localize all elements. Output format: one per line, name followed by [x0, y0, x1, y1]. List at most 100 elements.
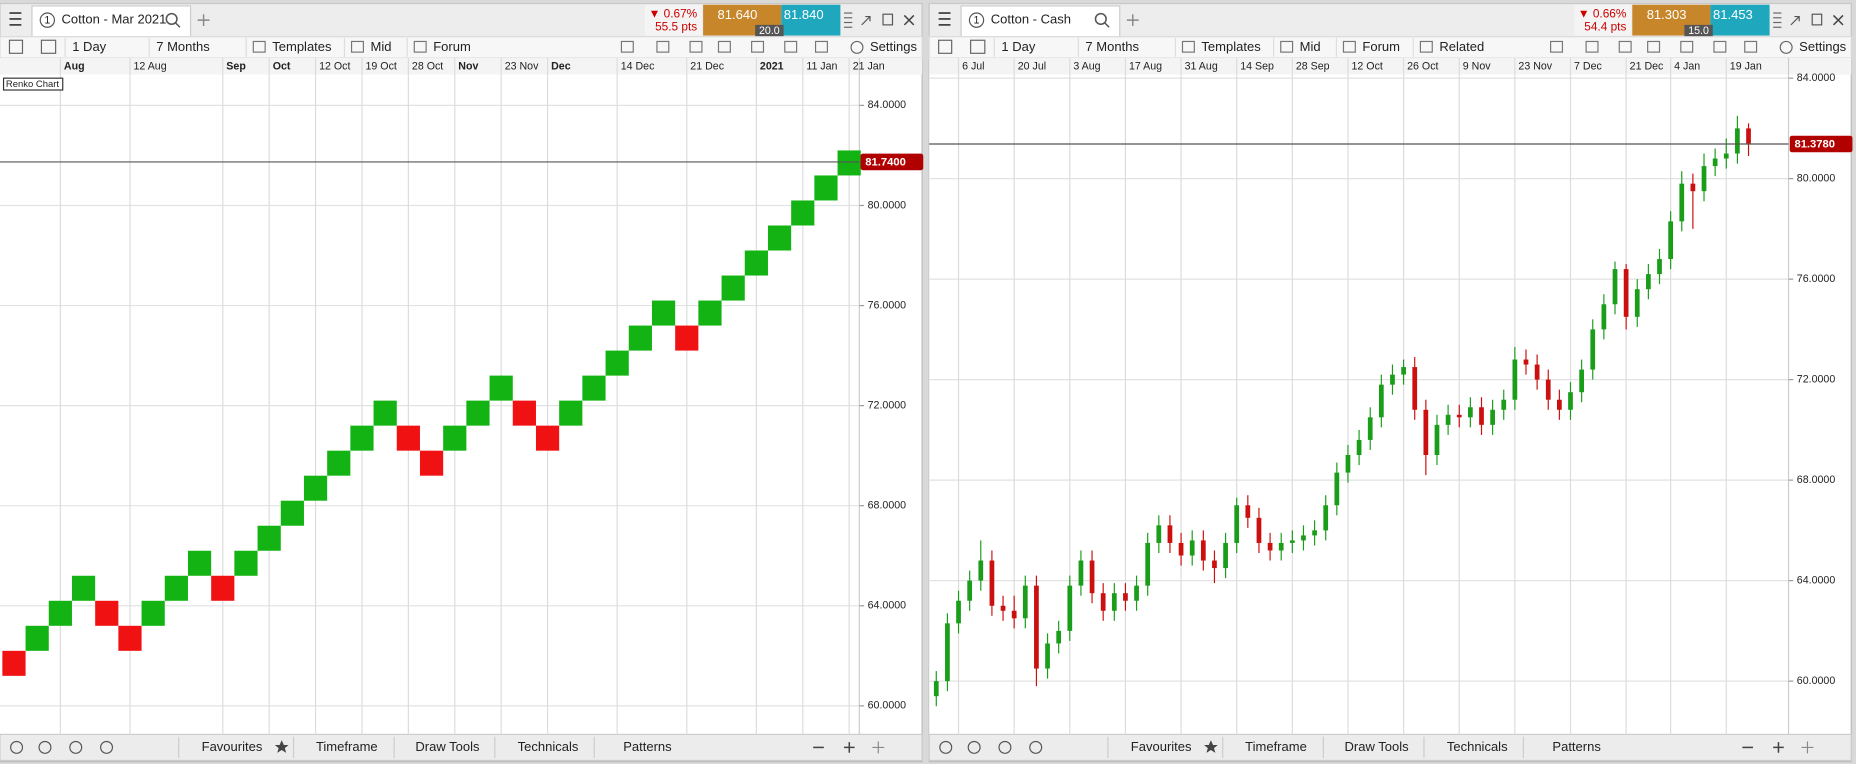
bottom-tab[interactable]: Favourites [1131, 739, 1192, 754]
settings-icon[interactable] [850, 40, 864, 54]
tool-icon[interactable] [784, 40, 798, 53]
toolbar-item[interactable]: 1 Day [72, 39, 106, 54]
panel: 1 Cotton - Mar 2021 ▼ 0.67%55.5 pts 81.640 8… [0, 2, 924, 763]
ask-box[interactable] [781, 4, 841, 36]
quote-points: 54.4 pts [1584, 19, 1626, 33]
settings-icon[interactable] [1779, 40, 1793, 54]
bottom-tab[interactable]: Draw Tools [415, 739, 480, 754]
add-tab[interactable] [197, 14, 210, 27]
ask-box[interactable] [1710, 4, 1770, 36]
toolbar-icon [252, 40, 266, 53]
search-icon[interactable] [1094, 12, 1107, 26]
candle-body [989, 560, 995, 606]
close-icon[interactable] [1832, 14, 1844, 26]
tool-icon[interactable] [1680, 40, 1694, 53]
y-tick-label: 60.0000 [868, 700, 907, 712]
toolbar-item[interactable]: 7 Months [1085, 39, 1139, 54]
tool-icon[interactable] [1713, 40, 1727, 53]
renko-brick [628, 325, 652, 351]
crosshair[interactable] [1801, 741, 1814, 754]
candle-body [1123, 593, 1128, 601]
crosshair[interactable] [872, 741, 885, 754]
list-icon[interactable] [938, 39, 953, 54]
close-icon[interactable] [903, 14, 915, 26]
tool-icon[interactable] [1744, 40, 1758, 53]
tool-icon[interactable] [689, 40, 703, 53]
bottom-tab[interactable]: Technicals [518, 739, 579, 754]
y-tick-label: 84.0000 [868, 99, 907, 111]
candle-body [1089, 560, 1095, 594]
bottom-icon[interactable] [1029, 740, 1043, 754]
candle-body [1100, 593, 1106, 611]
bottom-tab[interactable]: Draw Tools [1345, 739, 1410, 754]
y-tick-label: 64.0000 [1797, 574, 1836, 586]
panel: 1 Cotton - Cash ▼ 0.66%54.4 pts 81.303 81.45… [928, 2, 1853, 763]
quote-change-box [645, 4, 702, 36]
bid: 81.640 [718, 7, 758, 22]
candle-body [1034, 585, 1039, 669]
bottom-tab[interactable]: Favourites [202, 739, 263, 754]
tool-icon[interactable] [1618, 40, 1632, 53]
candle-body [1668, 221, 1674, 260]
bottom-tab[interactable]: Technicals [1447, 739, 1508, 754]
candle-body [1267, 542, 1273, 551]
search-icon[interactable] [165, 12, 178, 26]
add-tab[interactable] [1126, 14, 1139, 27]
settings[interactable]: Settings [870, 39, 918, 54]
bottom-tab[interactable]: Timeframe [316, 739, 378, 754]
toolbar-item[interactable]: Mid [1300, 39, 1321, 54]
bottom-icon[interactable] [38, 740, 52, 754]
bottom-icon[interactable] [69, 740, 83, 754]
layout-icon[interactable] [970, 39, 986, 54]
tool-icon[interactable] [814, 40, 828, 53]
favourites-star[interactable] [1204, 740, 1218, 753]
toolbar-item[interactable]: Forum [1362, 39, 1400, 54]
x-tick-label: 4 Jan [1674, 61, 1700, 73]
renko-brick [651, 300, 676, 326]
bottom-icon[interactable] [998, 740, 1012, 754]
tool-icon[interactable] [656, 40, 670, 53]
toolbar-item[interactable]: 1 Day [1001, 39, 1035, 54]
candle-body [1601, 304, 1607, 330]
tool-icon[interactable] [751, 40, 765, 53]
popout-icon[interactable] [1811, 13, 1823, 26]
toolbar-item[interactable]: Templates [1201, 39, 1261, 54]
x-tick-label: 21 Jan [853, 61, 885, 73]
zoom-in[interactable] [1773, 742, 1784, 753]
date-strip [929, 58, 1852, 75]
popout-icon[interactable] [882, 13, 894, 26]
layout-icon[interactable] [40, 39, 57, 54]
last-price-label: 81.7400 [865, 157, 906, 169]
tool-icon[interactable] [1585, 40, 1599, 53]
toolbar-item[interactable]: Related [1439, 39, 1484, 54]
settings[interactable]: Settings [1799, 39, 1847, 54]
tab[interactable] [960, 5, 1121, 38]
expand-icon[interactable] [861, 15, 871, 26]
expand-icon[interactable] [1790, 15, 1800, 26]
tool-icon[interactable] [1647, 40, 1661, 53]
toolbar-item[interactable]: 7 Months [156, 39, 210, 54]
bid: 81.303 [1647, 7, 1687, 22]
toolbar-item[interactable]: Templates [272, 39, 332, 54]
candle-body [1568, 392, 1573, 410]
zoom-in[interactable] [843, 742, 855, 753]
x-tick-label: 14 Dec [621, 61, 655, 73]
bottom-tab[interactable]: Patterns [623, 739, 672, 754]
bottom-tab[interactable]: Patterns [1552, 739, 1601, 754]
bottom-icon[interactable] [967, 740, 981, 754]
tool-icon[interactable] [620, 40, 634, 53]
x-tick-label: 12 Aug [134, 61, 167, 73]
list-icon[interactable] [8, 39, 24, 54]
bottom-icon[interactable] [10, 740, 24, 754]
favourites-star[interactable] [274, 740, 289, 753]
toolbar-item[interactable]: Mid [370, 39, 391, 54]
tool-icon[interactable] [717, 40, 731, 53]
toolbar-item[interactable]: Forum [433, 39, 471, 54]
bottom-icon[interactable] [100, 740, 114, 754]
toolbar-icon [1181, 40, 1195, 53]
bottom-tab[interactable]: Timeframe [1245, 739, 1307, 754]
tool-icon[interactable] [1550, 40, 1564, 53]
candle-body [1234, 505, 1240, 543]
bottom-icon[interactable] [939, 740, 953, 754]
candle-body [1479, 407, 1484, 425]
